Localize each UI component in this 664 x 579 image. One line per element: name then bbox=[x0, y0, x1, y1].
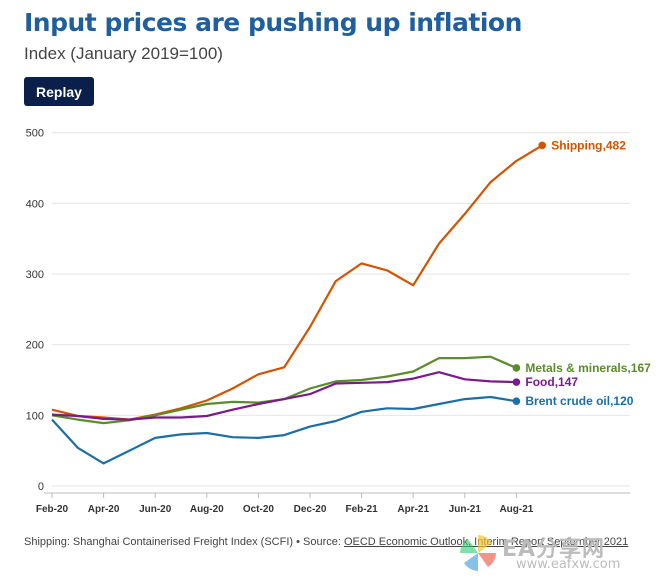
chart-title: Input prices are pushing up inflation bbox=[24, 8, 522, 37]
y-tick-label: 400 bbox=[26, 198, 44, 210]
pinwheel-logo-icon bbox=[460, 535, 496, 571]
x-tick-label: Jun-20 bbox=[139, 504, 172, 515]
axes: 0 100 200 300 400 500 Feb-20 Apr-20 Jun-20 Aug-20… bbox=[26, 128, 630, 515]
series-label: Shipping,482 bbox=[551, 138, 626, 152]
x-tick-label: Feb-21 bbox=[345, 504, 378, 515]
y-tick-label: 100 bbox=[26, 410, 44, 422]
line-chart: 0 100 200 300 400 500 Feb-20 Apr-20 Jun-20 Aug-20… bbox=[26, 128, 651, 515]
y-tick-label: 300 bbox=[26, 269, 44, 281]
y-tick-label: 500 bbox=[26, 128, 44, 140]
series-line[interactable] bbox=[51, 395, 517, 465]
series-line[interactable] bbox=[51, 371, 517, 421]
watermark-text: EA分享网 bbox=[502, 537, 606, 562]
x-tick-label: Jun-21 bbox=[449, 504, 482, 515]
x-tick-label: Aug-20 bbox=[190, 504, 224, 515]
series-end-point[interactable] bbox=[538, 141, 546, 150]
series-label: Metals & minerals,167 bbox=[525, 361, 651, 375]
series-line[interactable] bbox=[51, 144, 543, 421]
y-tick-label: 200 bbox=[26, 340, 44, 352]
x-tick-label: Feb-20 bbox=[36, 504, 69, 515]
series-end-point[interactable] bbox=[512, 364, 521, 372]
x-tick-label: Dec-20 bbox=[294, 504, 327, 515]
series-end-point[interactable] bbox=[512, 378, 521, 386]
series-label: Food,147 bbox=[525, 375, 578, 389]
watermark: EA分享网 www.eafxw.com bbox=[458, 531, 658, 575]
footer-note: Shipping: Shanghai Containerised Freight… bbox=[24, 536, 344, 548]
watermark-url: www.eafxw.com bbox=[516, 557, 621, 572]
series-end-point[interactable] bbox=[512, 397, 521, 405]
replay-button[interactable]: Replay bbox=[24, 77, 94, 106]
grid-lines bbox=[52, 132, 630, 487]
x-tick-label: Apr-20 bbox=[88, 504, 120, 515]
x-tick-label: Oct-20 bbox=[243, 504, 275, 515]
x-tick-label: Aug-21 bbox=[499, 504, 533, 515]
y-tick-label: 0 bbox=[38, 481, 44, 493]
chart-subtitle: Index (January 2019=100) bbox=[24, 44, 223, 63]
series-label: Brent crude oil,120 bbox=[525, 394, 633, 408]
x-tick-label: Apr-21 bbox=[397, 504, 429, 515]
series-labels: Shipping,482 Metals & minerals,167Food,14… bbox=[525, 138, 651, 408]
series-lines bbox=[51, 141, 546, 465]
